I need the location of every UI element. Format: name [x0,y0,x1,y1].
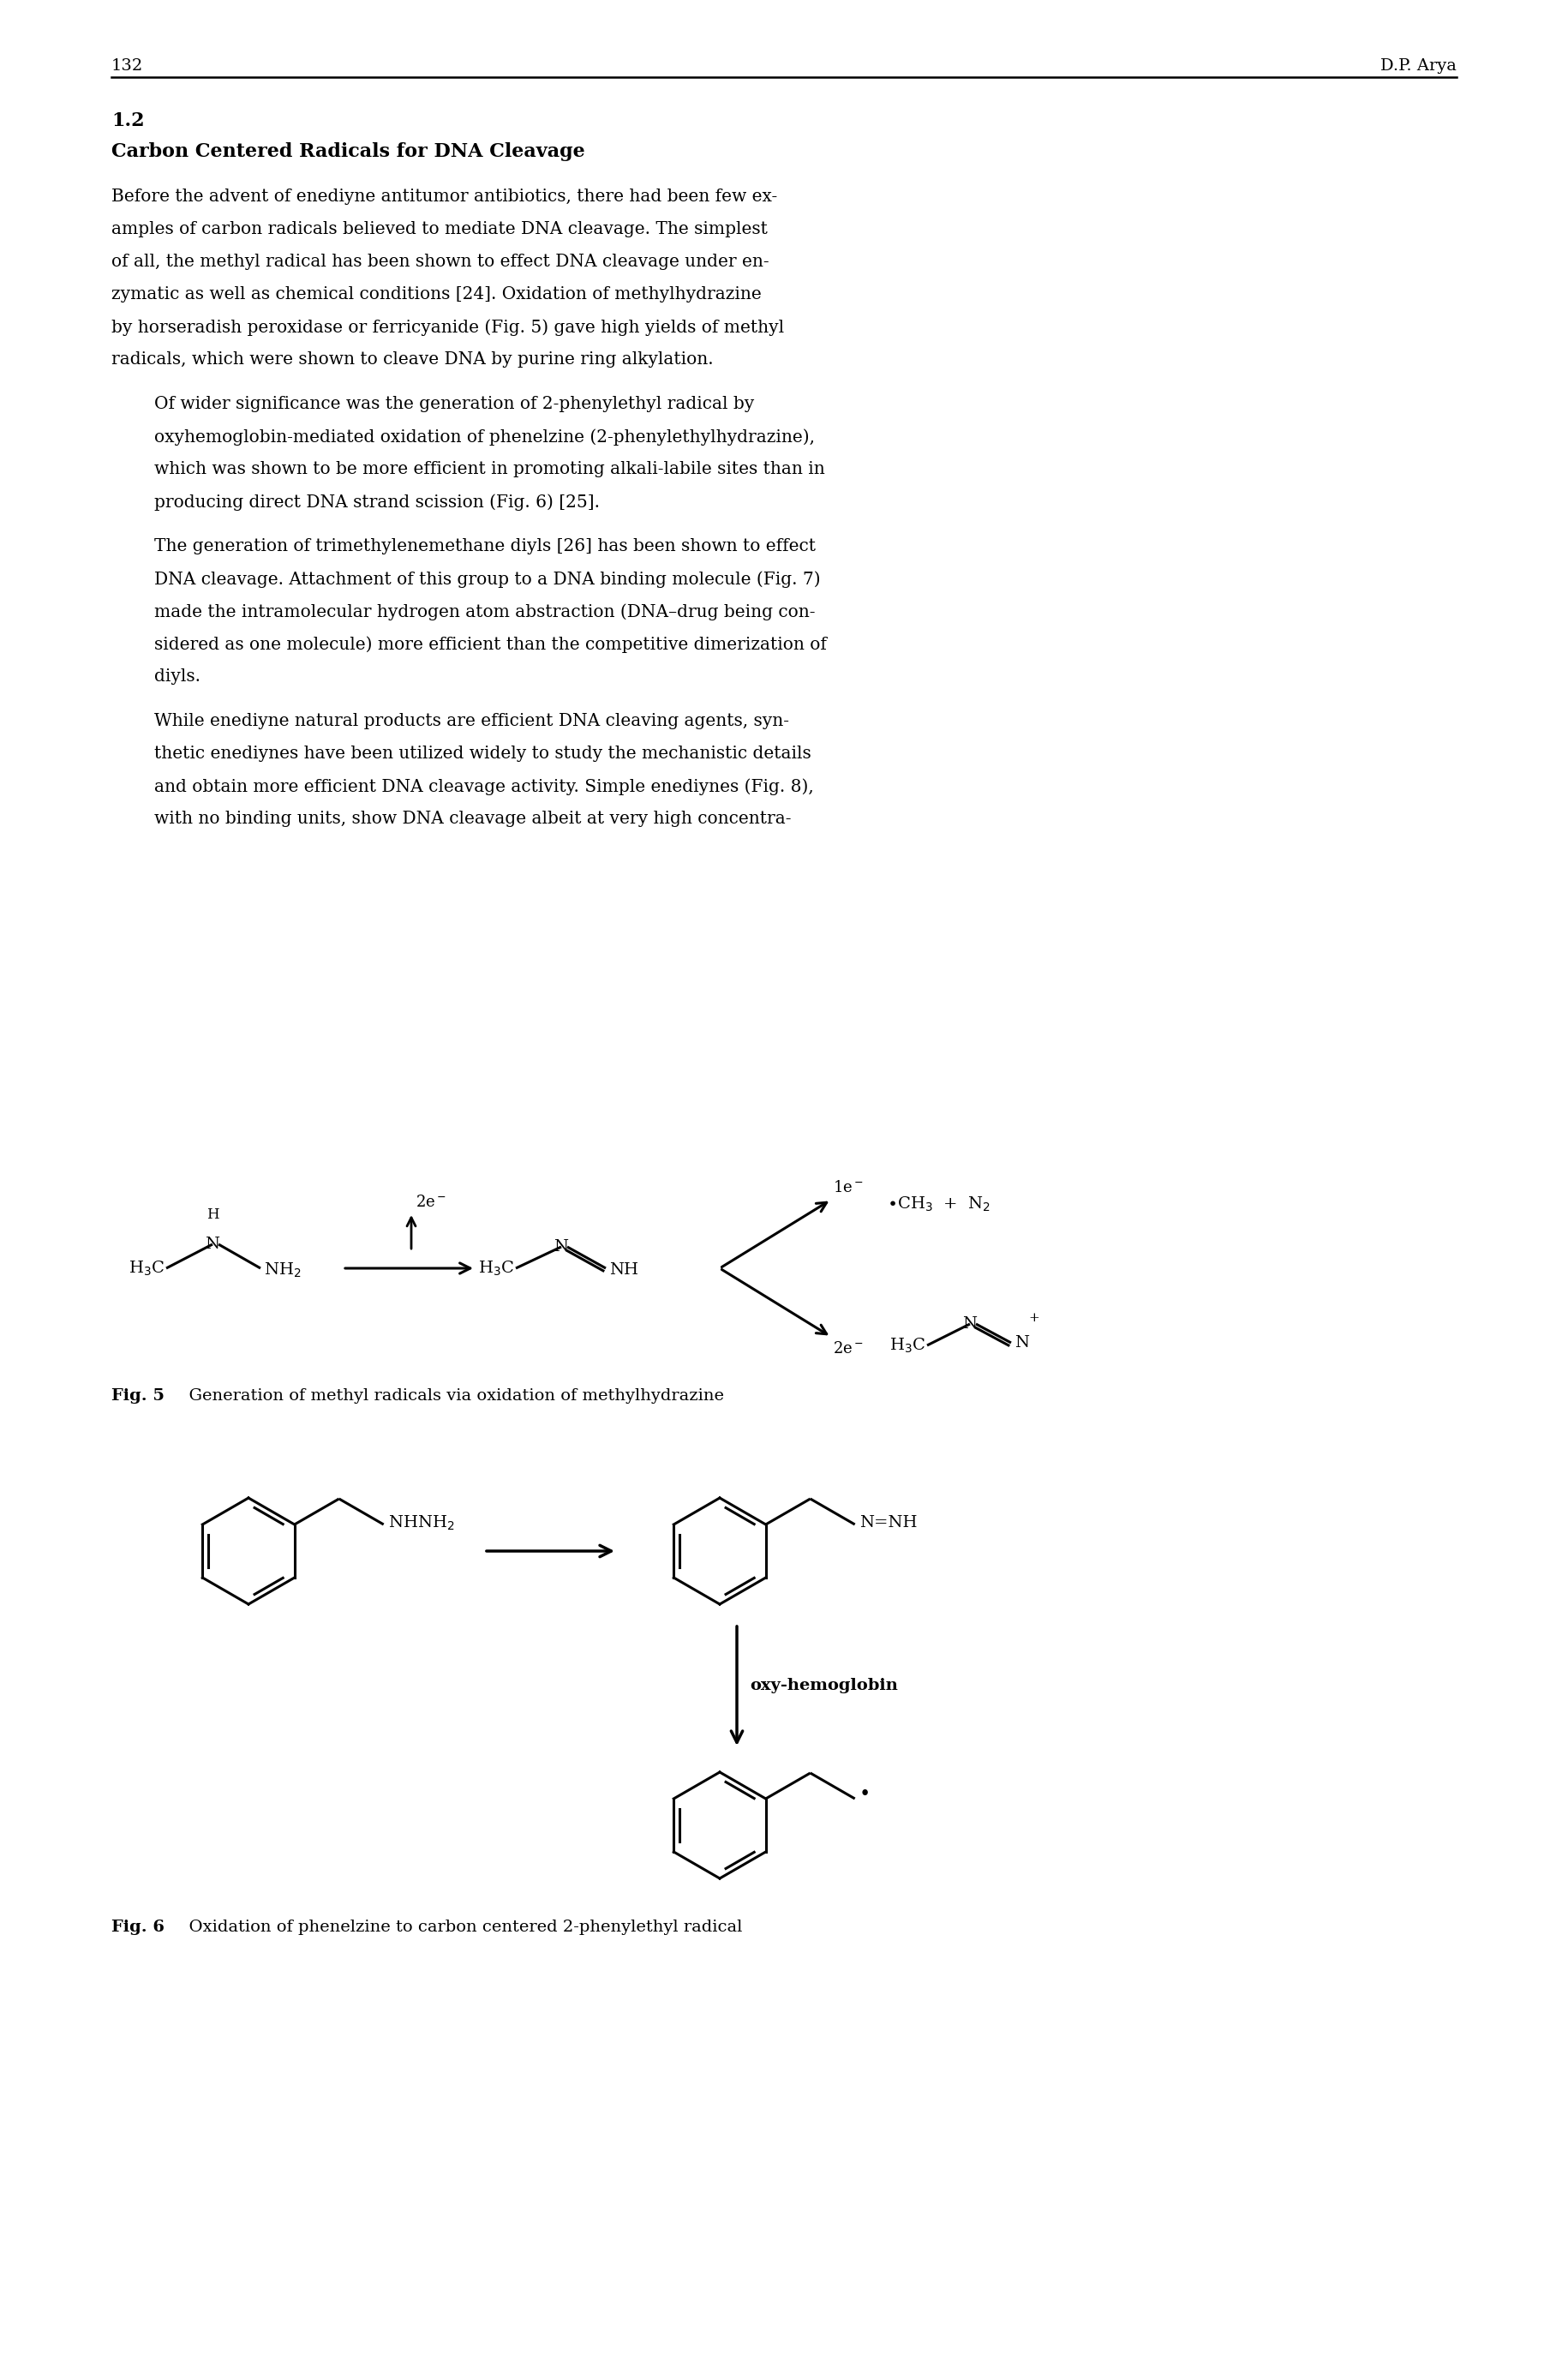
Text: H$_3$C: H$_3$C [889,1336,925,1355]
Text: 1e$^-$: 1e$^-$ [833,1179,864,1196]
Text: While enediyne natural products are efficient DNA cleaving agents, syn-: While enediyne natural products are effi… [154,713,789,730]
Text: The generation of trimethylenemethane diyls [26] has been shown to effect: The generation of trimethylenemethane di… [154,537,815,554]
Text: Generation of methyl radicals via oxidation of methylhydrazine: Generation of methyl radicals via oxidat… [179,1389,724,1403]
Text: N: N [554,1239,569,1256]
Text: diyls.: diyls. [154,668,201,685]
Text: H$_3$C: H$_3$C [478,1258,514,1277]
Text: NH: NH [610,1263,638,1277]
Text: oxy-hemoglobin: oxy-hemoglobin [750,1679,898,1693]
Text: amples of carbon radicals believed to mediate DNA cleavage. The simplest: amples of carbon radicals believed to me… [111,221,768,238]
Text: producing direct DNA strand scission (Fig. 6) [25].: producing direct DNA strand scission (Fi… [154,495,601,511]
Text: 132: 132 [111,59,143,74]
Text: N: N [963,1317,977,1332]
Text: oxyhemoglobin-mediated oxidation of phenelzine (2-phenylethylhydrazine),: oxyhemoglobin-mediated oxidation of phen… [154,428,815,445]
Text: 1.2: 1.2 [111,112,144,131]
Text: zymatic as well as chemical conditions [24]. Oxidation of methylhydrazine: zymatic as well as chemical conditions [… [111,285,762,302]
Text: N=NH: N=NH [859,1515,917,1531]
Text: D.P. Arya: D.P. Arya [1380,59,1457,74]
Text: Oxidation of phenelzine to carbon centered 2-phenylethyl radical: Oxidation of phenelzine to carbon center… [179,1919,742,1936]
Text: NH$_2$: NH$_2$ [263,1260,301,1279]
Text: with no binding units, show DNA cleavage albeit at very high concentra-: with no binding units, show DNA cleavage… [154,811,792,828]
Text: Fig. 5: Fig. 5 [111,1389,165,1403]
Text: DNA cleavage. Attachment of this group to a DNA binding molecule (Fig. 7): DNA cleavage. Attachment of this group t… [154,571,820,587]
Text: $\bullet$CH$_3$  +  N$_2$: $\bullet$CH$_3$ + N$_2$ [887,1194,991,1213]
Text: thetic enediynes have been utilized widely to study the mechanistic details: thetic enediynes have been utilized wide… [154,747,811,761]
Text: which was shown to be more efficient in promoting alkali-labile sites than in: which was shown to be more efficient in … [154,461,825,478]
Text: sidered as one molecule) more efficient than the competitive dimerization of: sidered as one molecule) more efficient … [154,635,826,652]
Text: N: N [1014,1334,1029,1351]
Text: NHNH$_2$: NHNH$_2$ [387,1515,455,1531]
Text: Fig. 6: Fig. 6 [111,1919,165,1936]
Text: made the intramolecular hydrogen atom abstraction (DNA–drug being con-: made the intramolecular hydrogen atom ab… [154,604,815,621]
Text: N: N [205,1237,220,1251]
Text: Carbon Centered Radicals for DNA Cleavage: Carbon Centered Radicals for DNA Cleavag… [111,143,585,162]
Text: +: + [1029,1313,1040,1325]
Text: H: H [207,1208,220,1222]
Text: 2e$^-$: 2e$^-$ [833,1341,864,1355]
Text: and obtain more efficient DNA cleavage activity. Simple enediynes (Fig. 8),: and obtain more efficient DNA cleavage a… [154,778,814,794]
Text: of all, the methyl radical has been shown to effect DNA cleavage under en-: of all, the methyl radical has been show… [111,254,770,271]
Text: by horseradish peroxidase or ferricyanide (Fig. 5) gave high yields of methyl: by horseradish peroxidase or ferricyanid… [111,319,784,335]
Text: Of wider significance was the generation of 2-phenylethyl radical by: Of wider significance was the generation… [154,395,754,411]
Text: •: • [859,1786,870,1805]
Text: 2e$^-$: 2e$^-$ [416,1194,447,1210]
Text: radicals, which were shown to cleave DNA by purine ring alkylation.: radicals, which were shown to cleave DNA… [111,352,713,369]
Text: H$_3$C: H$_3$C [129,1258,165,1277]
Text: Before the advent of enediyne antitumor antibiotics, there had been few ex-: Before the advent of enediyne antitumor … [111,188,778,205]
